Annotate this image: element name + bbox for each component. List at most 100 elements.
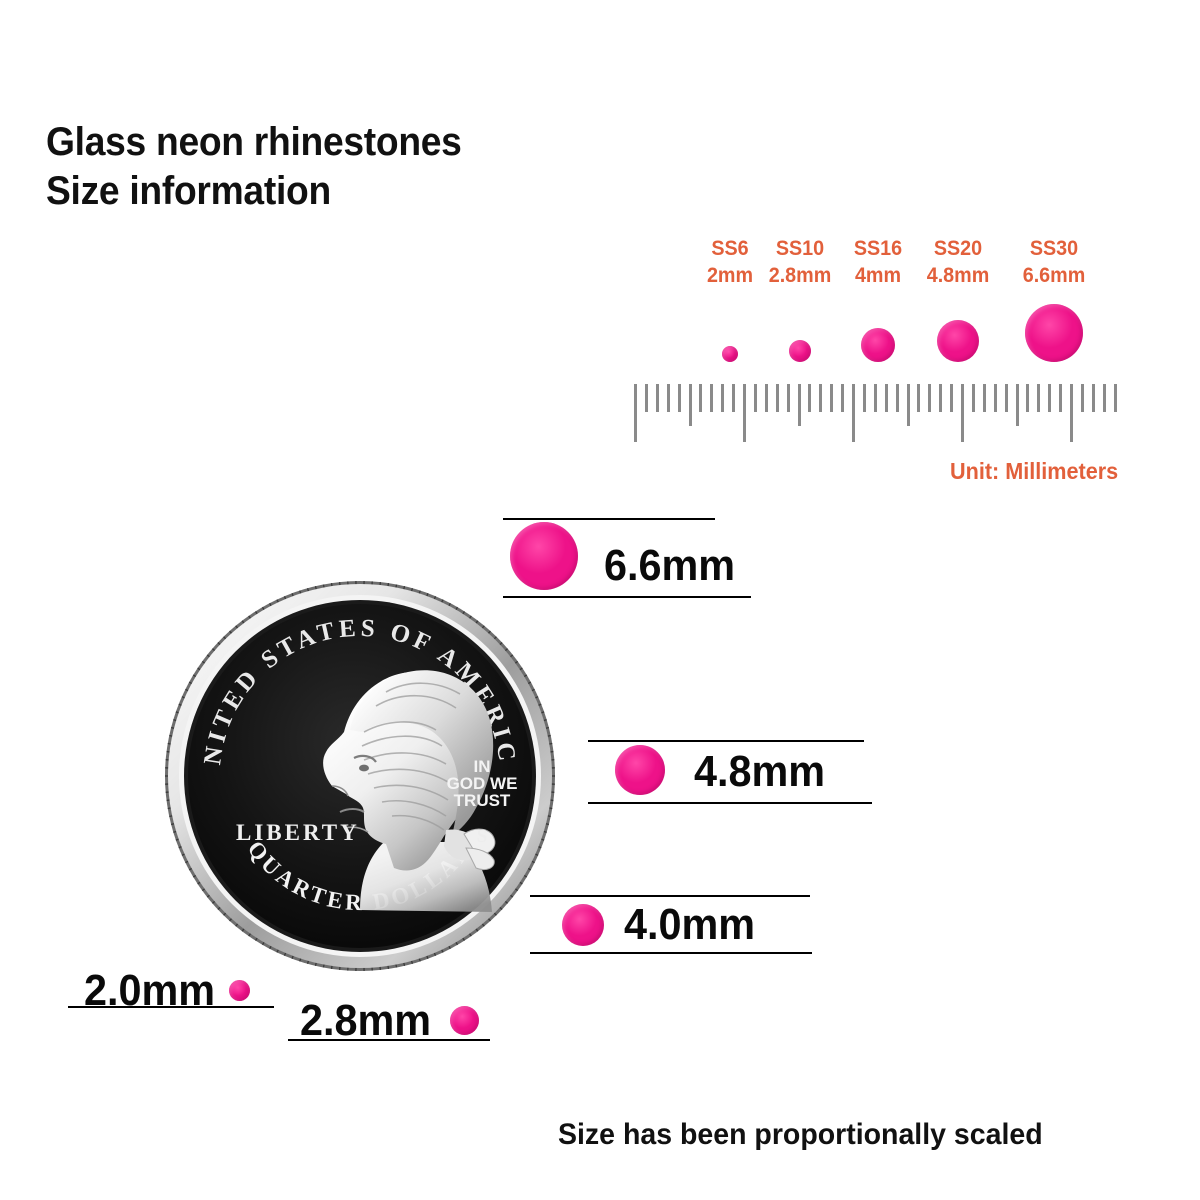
- ruler-tick: [1015, 384, 1019, 426]
- ruler-tick: [873, 384, 877, 412]
- ruler-tick: [1080, 384, 1084, 412]
- ruler-tick: [1048, 384, 1052, 412]
- ruler-tick: [928, 384, 932, 412]
- svg-text:IN: IN: [474, 757, 491, 776]
- size-rule-bottom: [530, 952, 812, 954]
- size-rule-top: [503, 518, 715, 520]
- ruler-tick: [841, 384, 845, 412]
- ruler-tick: [961, 384, 964, 442]
- ruler-tick: [1026, 384, 1030, 412]
- rhinestone-sample-4-0mm: [562, 904, 604, 946]
- washington-portrait: [323, 670, 496, 912]
- ss-millimeters: 2mm: [706, 263, 754, 287]
- millimeter-ruler: [620, 384, 1160, 454]
- size-label-4-8mm: 4.8mm: [694, 747, 826, 796]
- size-label-4-0mm: 4.0mm: [624, 900, 756, 949]
- size-rule-bottom: [588, 802, 872, 804]
- ruler-tick: [830, 384, 834, 412]
- ss-label-ss30: SS30 6.6mm: [1012, 236, 1097, 290]
- ss-label-ss16: SS16 4mm: [836, 236, 921, 290]
- ss-rhinestone-ss20: [937, 320, 979, 362]
- ruler-tick: [732, 384, 736, 412]
- ruler-tick: [819, 384, 823, 412]
- us-quarter-coin: UNITED STATES OF AMERICA QUARTER DOLLAR: [164, 580, 556, 972]
- ruler-tick: [1091, 384, 1095, 412]
- ruler-tick: [939, 384, 943, 412]
- ruler-tick: [644, 384, 648, 412]
- ruler-tick: [786, 384, 790, 412]
- rhinestone-sample-4-8mm: [615, 745, 665, 795]
- ruler-tick: [895, 384, 899, 412]
- ruler-tick: [743, 384, 746, 442]
- ruler-tick: [1037, 384, 1041, 412]
- ruler-tick: [634, 384, 637, 442]
- size-rule-top: [588, 740, 864, 742]
- size-rule-bottom: [288, 1039, 490, 1041]
- ss-millimeters: 2.8mm: [768, 263, 832, 287]
- ruler-tick: [1070, 384, 1073, 442]
- ss-code: SS10: [775, 237, 825, 260]
- size-label-6-6mm: 6.6mm: [604, 541, 736, 590]
- coin-motto: IN GOD WE TRUST: [447, 757, 518, 810]
- ruler-tick: [666, 384, 670, 412]
- ruler-tick: [1004, 384, 1008, 412]
- page-title: Glass neon rhinestones Size information: [46, 118, 462, 216]
- svg-text:GOD WE: GOD WE: [447, 774, 518, 793]
- ss-scale-panel: SS6 2mm SS10 2.8mm SS16 4mm SS20 4.8mm SS30 6.6mm…: [620, 236, 1160, 486]
- ruler-tick: [775, 384, 779, 412]
- unit-label: Unit: Millimeters: [950, 458, 1119, 484]
- ss-rhinestone-ss10: [789, 340, 811, 362]
- ss-dot-row: [620, 236, 1160, 386]
- coin-illustration: UNITED STATES OF AMERICA QUARTER DOLLAR: [164, 580, 555, 971]
- ruler-tick: [1059, 384, 1063, 412]
- ruler-tick: [1102, 384, 1106, 412]
- rhinestone-sample-2-8mm: [450, 1005, 479, 1035]
- ruler-tick: [710, 384, 714, 412]
- ruler-tick: [884, 384, 888, 412]
- ruler-tick: [753, 384, 757, 412]
- ss-label-row: SS6 2mm SS10 2.8mm SS16 4mm SS20 4.8mm SS30 6.6mm: [620, 236, 1160, 298]
- ss-code: SS16: [853, 237, 903, 260]
- ruler-tick: [862, 384, 866, 412]
- ruler-tick: [721, 384, 725, 412]
- ss-millimeters: 4.8mm: [926, 263, 990, 287]
- ruler-tick: [677, 384, 681, 412]
- ruler-tick: [982, 384, 986, 412]
- ss-millimeters: 4mm: [854, 263, 902, 287]
- ss-code: SS30: [1029, 237, 1079, 260]
- title-line-2: Size information: [46, 168, 331, 213]
- ruler-tick: [852, 384, 855, 442]
- title-line-1: Glass neon rhinestones: [46, 120, 462, 164]
- ss-code: SS6: [711, 237, 749, 260]
- size-label-2-8mm: 2.8mm: [300, 996, 432, 1045]
- ruler-tick: [906, 384, 910, 426]
- ruler-tick: [655, 384, 659, 412]
- ruler-tick: [1113, 384, 1117, 412]
- ruler-tick: [808, 384, 812, 412]
- ruler-tick: [950, 384, 954, 412]
- ss-label-ss6: SS6 2mm: [688, 236, 773, 290]
- size-label-2-0mm: 2.0mm: [84, 966, 216, 1015]
- ss-millimeters: 6.6mm: [1022, 263, 1086, 287]
- ss-rhinestone-ss16: [861, 328, 895, 362]
- ruler-tick: [699, 384, 703, 412]
- ruler-tick: [993, 384, 997, 412]
- ss-rhinestone-ss6: [722, 346, 738, 362]
- ruler-tick: [688, 384, 692, 426]
- ruler-tick: [797, 384, 801, 426]
- size-rule-bottom: [68, 1006, 274, 1008]
- footer-note: Size has been proportionally scaled: [558, 1118, 1043, 1151]
- ruler-tick: [764, 384, 768, 412]
- coin-liberty-legend: LIBERTY: [236, 820, 360, 845]
- svg-text:TRUST: TRUST: [454, 791, 511, 810]
- rhinestone-sample-2-0mm: [229, 979, 250, 1001]
- ruler-tick: [971, 384, 975, 412]
- ss-rhinestone-ss30: [1025, 304, 1083, 362]
- ss-label-ss10: SS10 2.8mm: [758, 236, 843, 290]
- ss-code: SS20: [933, 237, 983, 260]
- ruler-tick: [917, 384, 921, 412]
- size-rule-top: [530, 895, 810, 897]
- ss-label-ss20: SS20 4.8mm: [916, 236, 1001, 290]
- coin-mintmark: S: [477, 826, 488, 847]
